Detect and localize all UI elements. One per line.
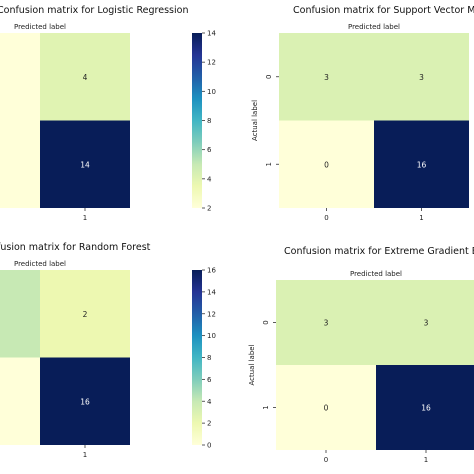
svm-confusion-matrix-panel: Confusion matrix for Support Vector Ma Pr… [237,0,474,237]
cell-value-label: 16 [417,160,427,169]
y-axis-label: Actual label [248,344,256,385]
cell-value-label: 4 [83,73,88,82]
heatmap-svg: fusion matrix for Random Forest Predicted… [0,242,216,459]
cell-value-label: 3 [424,319,429,328]
colorbar-tick-label: 6 [207,146,212,154]
colorbar-tick-label: 4 [207,398,212,406]
colorbar-tick-label: 4 [207,175,212,183]
cell-value-label: 3 [324,319,329,328]
x-axis-label: Predicted label [14,260,66,268]
colorbar-tick-label: 12 [207,310,216,318]
cell-value-label: 14 [80,160,90,169]
x-axis-label: Predicted label [350,270,402,278]
heatmap-cell [40,33,130,121]
x-tick-label: 1 [419,214,423,222]
heatmap-cell [279,120,374,208]
y-tick-label: 0 [262,320,270,324]
colorbar [192,33,202,208]
y-tick-label: 1 [265,162,273,166]
heatmap-cell [276,365,376,450]
colorbar [192,270,202,445]
xgb-confusion-matrix-panel: Confusion matrix for Extreme Gradient Bo… [237,237,474,474]
colorbar-tick-label: 16 [207,267,216,275]
lr-confusion-matrix-panel: Confusion matrix for Logistic Regression… [0,0,237,237]
x-tick-label: 0 [324,214,328,222]
heatmap-cell [276,280,376,365]
colorbar-tick-label: 10 [207,88,216,96]
chart-title: Confusion matrix for Support Vector Ma [293,5,474,16]
heatmap-cell [40,357,130,445]
colorbar-tick-label: 10 [207,332,216,340]
y-tick-label: 0 [265,75,273,79]
chart-title: Confusion matrix for Extreme Gradient Bo… [284,246,474,257]
colorbar-tick-label: 14 [207,288,216,296]
heatmap-cell [374,120,469,208]
x-axis-label: Predicted label [348,23,400,31]
colorbar-tick-label: 6 [207,376,212,384]
heatmap-svg: Confusion matrix for Extreme Gradient Bo… [248,246,474,464]
colorbar-tick-label: 8 [207,354,211,362]
x-tick-label: 1 [424,456,428,464]
heatmap-cell [376,365,474,450]
x-tick-label: 1 [83,451,87,459]
cell-value-label: 0 [324,404,329,413]
heatmap-cell [374,33,469,121]
colorbar-tick-label: 2 [207,205,211,213]
cell-value-label: 3 [419,73,424,82]
x-tick-label: 0 [324,456,328,464]
heatmap-cell [279,33,374,121]
heatmap-cell [0,120,40,208]
colorbar-tick-label: 8 [207,117,211,125]
heatmap-cell [0,357,40,445]
cell-value-label: 0 [324,160,329,169]
cell-value-label: 3 [324,73,329,82]
heatmap-cell [40,270,130,358]
rf-confusion-matrix-panel: fusion matrix for Random Forest Predicted… [0,237,237,474]
heatmap-cell [0,33,40,121]
colorbar-tick-label: 2 [207,420,211,428]
colorbar-tick-label: 0 [207,442,211,450]
chart-title: fusion matrix for Random Forest [0,242,151,253]
colorbar-tick-label: 12 [207,59,216,67]
x-tick-label: 1 [83,214,87,222]
heatmap-svg: Confusion matrix for Logistic Regression… [0,5,216,222]
heatmap-cell [376,280,474,365]
y-axis-label: Actual label [251,100,259,141]
chart-title: Confusion matrix for Logistic Regression [0,5,188,16]
cell-value-label: 2 [83,310,88,319]
cell-value-label: 16 [421,404,431,413]
cell-value-label: 16 [80,397,90,406]
y-tick-label: 1 [262,405,270,409]
heatmap-cell [0,270,40,358]
colorbar-tick-label: 14 [207,30,216,38]
heatmap-cell [40,120,130,208]
heatmap-svg: Confusion matrix for Support Vector Ma Pr… [251,5,474,222]
x-axis-label: Predicted label [14,23,66,31]
